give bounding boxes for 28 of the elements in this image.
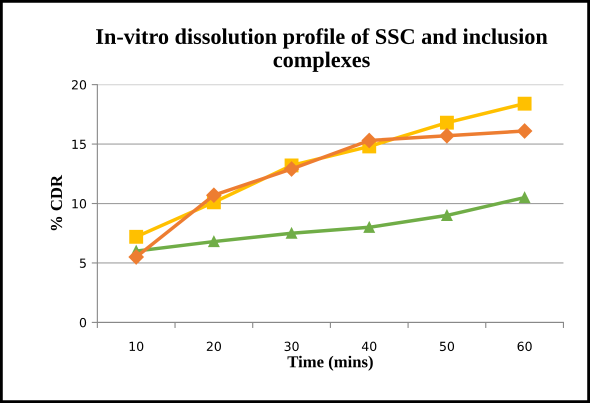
y-tick-label: 5 xyxy=(80,258,86,268)
point xyxy=(128,249,144,265)
y-axis-title: % CDR xyxy=(50,174,62,230)
point xyxy=(364,222,375,233)
point xyxy=(519,192,530,204)
point xyxy=(441,210,452,221)
x-tick-label: 60 xyxy=(518,342,532,352)
point xyxy=(440,116,454,130)
y-tick-label: 20 xyxy=(72,80,86,90)
point xyxy=(208,236,220,248)
x-tick-label: 20 xyxy=(206,342,221,352)
x-tick-label: 50 xyxy=(440,342,454,352)
y-tick-label: 10 xyxy=(72,198,86,208)
point xyxy=(286,228,298,239)
point xyxy=(439,128,454,144)
point xyxy=(362,132,377,148)
x-tick-label: 10 xyxy=(130,342,144,352)
point xyxy=(518,96,532,111)
chart-title: In-vitro dissolution profile of SSC and inclusion complexes xyxy=(96,28,548,72)
x-axis-title: Time (mins) xyxy=(288,356,373,371)
point xyxy=(129,230,144,244)
y-tick-label: 0 xyxy=(80,318,86,328)
x-tick-label: 30 xyxy=(284,342,299,352)
point xyxy=(206,188,222,203)
point xyxy=(284,161,300,177)
x-tick-label: 40 xyxy=(362,342,376,352)
y-tick-label: 15 xyxy=(72,140,86,149)
point xyxy=(517,123,532,139)
